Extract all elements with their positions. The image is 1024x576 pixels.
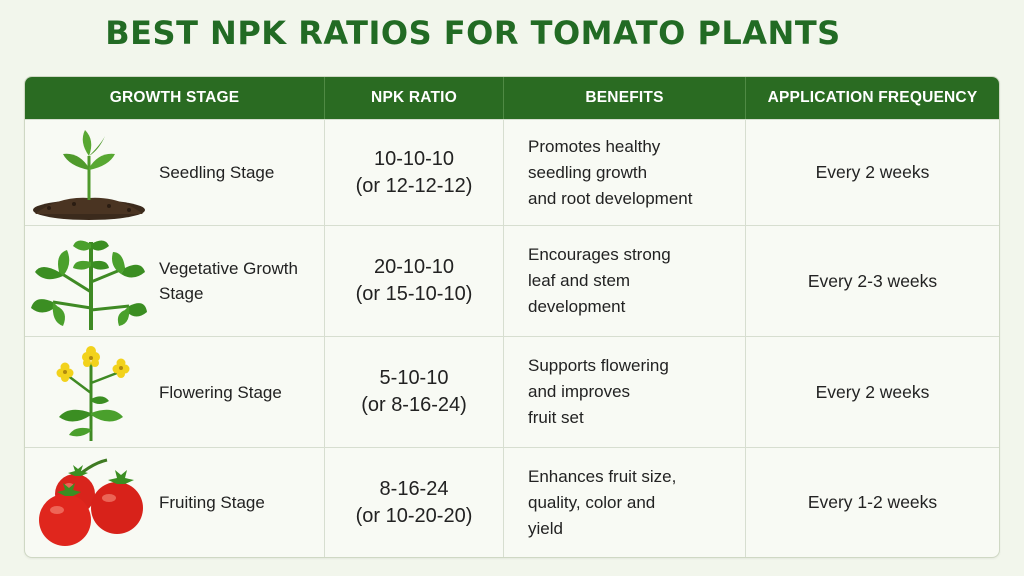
ratio-cell: 10-10-10 (or 12-12-12) bbox=[325, 120, 504, 225]
ratio-alt: (or 10-20-20) bbox=[355, 504, 473, 527]
ratio-alt: (or 12-12-12) bbox=[355, 174, 473, 197]
ratio-cell: 5-10-10 (or 8-16-24) bbox=[325, 337, 504, 447]
page-title: BEST NPK RATIOS FOR TOMATO PLANTS bbox=[105, 14, 841, 52]
ratio-alt: (or 15-10-10) bbox=[355, 283, 473, 305]
header-benefits: BENEFITS bbox=[504, 77, 746, 119]
stage-cell: Vegetative Growth Stage bbox=[25, 226, 325, 336]
stage-label: Vegetative Growth Stage bbox=[159, 259, 298, 303]
stage-label: Flowering Stage bbox=[159, 382, 282, 402]
header-npk-ratio: NPK RATIO bbox=[325, 77, 504, 119]
flowering-plant-icon bbox=[25, 337, 153, 447]
ratio-primary: 8-16-24 bbox=[379, 477, 449, 500]
ratio-primary: 10-10-10 bbox=[373, 147, 455, 170]
benefit-cell: Promotes healthy seedling growth and roo… bbox=[504, 120, 746, 225]
benefit-cell: Encourages strong leaf and stem developm… bbox=[504, 226, 746, 336]
frequency-cell: Every 2 weeks bbox=[815, 162, 930, 182]
header-growth-stage: GROWTH STAGE bbox=[25, 77, 325, 119]
frequency-cell: Every 1-2 weeks bbox=[807, 492, 938, 512]
ratio-cell: 8-16-24 (or 10-20-20) bbox=[325, 448, 504, 557]
stage-label: Seedling Stage bbox=[159, 163, 275, 182]
table-header: GROWTH STAGE NPK RATIO BENEFITS APPLICAT… bbox=[25, 77, 999, 119]
frequency-cell: Every 2-3 weeks bbox=[807, 270, 938, 291]
table-row-flowering: Flowering Stage 5-10-10 (or 8-16-24) Sup… bbox=[25, 336, 999, 447]
ratio-alt: (or 8-16-24) bbox=[361, 394, 467, 416]
table-row-vegetative: Vegetative Growth Stage 20-10-10 (or 15-… bbox=[25, 225, 999, 336]
seedling-icon bbox=[25, 120, 153, 225]
frequency-cell: Every 2 weeks bbox=[815, 381, 930, 402]
tomato-plant-icon bbox=[25, 226, 153, 336]
benefit-cell: Enhances fruit size, quality, color and … bbox=[504, 448, 746, 557]
header-application-frequency: APPLICATION FREQUENCY bbox=[767, 89, 978, 106]
benefit-cell: Supports flowering and improves fruit se… bbox=[504, 337, 746, 447]
stage-cell: Flowering Stage bbox=[25, 337, 325, 447]
ratio-cell: 20-10-10 (or 15-10-10) bbox=[325, 226, 504, 336]
ratio-primary: 20-10-10 bbox=[373, 256, 455, 278]
table-row-seedling: Seedling Stage 10-10-10 (or 12-12-12) Pr… bbox=[25, 119, 999, 225]
ratio-primary: 5-10-10 bbox=[379, 367, 449, 389]
table-row-fruiting: Fruiting Stage 8-16-24 (or 10-20-20) Enh… bbox=[25, 447, 999, 557]
stage-cell: Fruiting Stage bbox=[25, 448, 325, 557]
stage-cell: Seedling Stage bbox=[25, 120, 325, 225]
tomatoes-icon bbox=[25, 448, 153, 557]
stage-label: Fruiting Stage bbox=[159, 493, 265, 512]
npk-table: GROWTH STAGE NPK RATIO BENEFITS APPLICAT… bbox=[24, 76, 1000, 558]
